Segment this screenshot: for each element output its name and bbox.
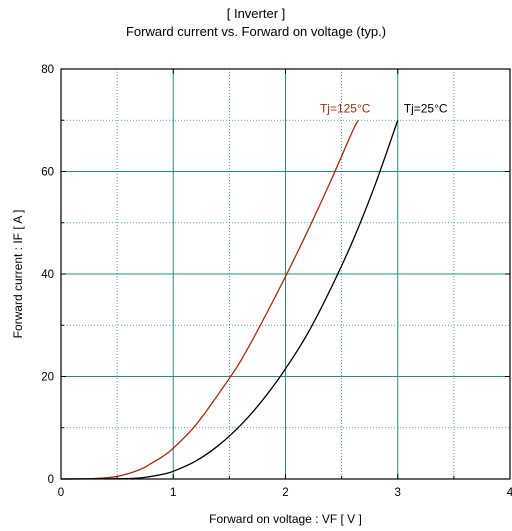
y-tick-label: 60: [41, 167, 54, 179]
x-tick-label: 0: [58, 487, 64, 499]
series-line-0: [60, 119, 360, 480]
series-labels: Tj=125°C Tj=25°C: [320, 101, 448, 115]
grid: [61, 69, 510, 479]
series-line-1: [60, 120, 399, 480]
x-tick-label: 3: [395, 487, 401, 499]
y-tick-label: 80: [41, 64, 54, 76]
x-axis-label: Forward on voltage : VF [ V ]: [209, 512, 362, 526]
series-label-0: Tj=125°C: [320, 101, 371, 115]
y-tick-label: 20: [41, 372, 54, 384]
y-tick-label: 0: [48, 474, 54, 486]
series-layer: [60, 119, 399, 480]
x-tick-label: 4: [507, 487, 512, 499]
chart-subtitle: Forward current vs. Forward on voltage (…: [125, 24, 387, 39]
x-tick-label: 2: [282, 487, 288, 499]
y-tick-label: 40: [41, 269, 54, 281]
series-label-1: Tj=25°C: [404, 101, 448, 115]
x-tick-label: 1: [170, 487, 176, 499]
y-axis-label: Forward current : IF [ A ]: [11, 210, 25, 339]
chart-title: [ Inverter ]: [226, 6, 286, 21]
